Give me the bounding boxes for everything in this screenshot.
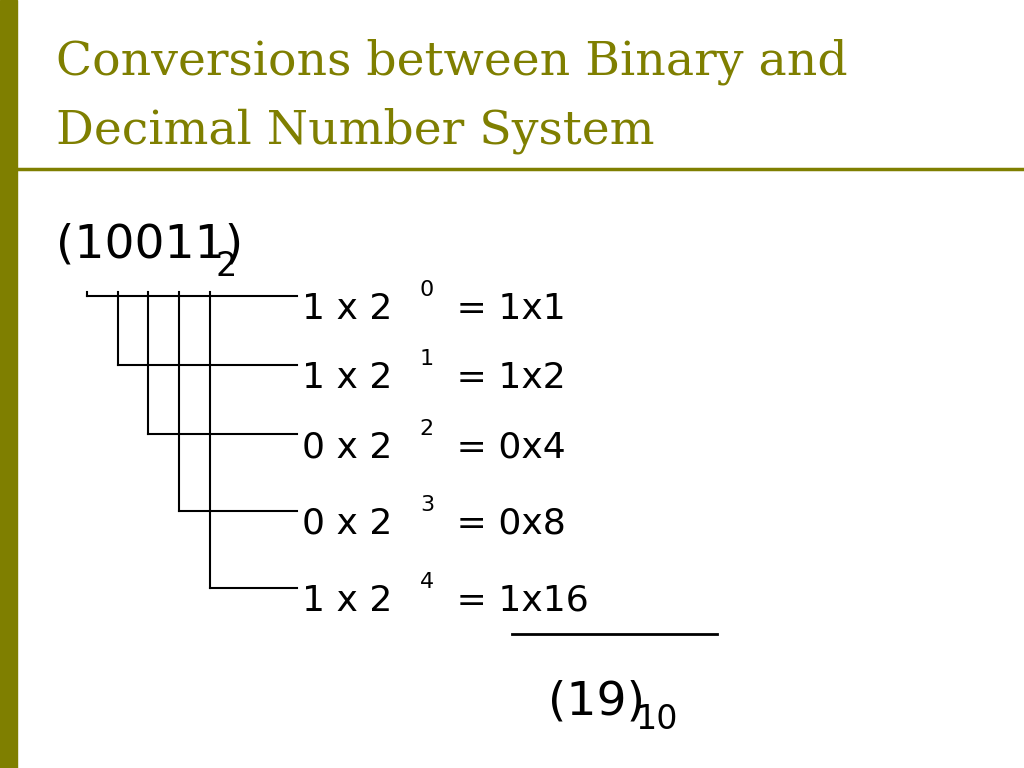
Text: = 1x1: = 1x1 (445, 292, 566, 326)
Text: 1: 1 (420, 349, 434, 369)
Text: 10: 10 (635, 703, 678, 736)
Bar (0, 0, 17, 768)
Text: 1 x 2: 1 x 2 (302, 584, 392, 617)
Text: 4: 4 (420, 572, 434, 592)
Text: (19): (19) (548, 680, 645, 725)
Text: 2: 2 (215, 250, 237, 283)
Text: 1 x 2: 1 x 2 (302, 292, 392, 326)
Text: = 0x4: = 0x4 (445, 430, 566, 464)
Text: 0 x 2: 0 x 2 (302, 430, 392, 464)
Text: 0 x 2: 0 x 2 (302, 507, 392, 541)
Text: = 1x2: = 1x2 (445, 361, 566, 395)
Text: 1 x 2: 1 x 2 (302, 361, 392, 395)
Text: = 1x16: = 1x16 (445, 584, 589, 617)
Text: (10011): (10011) (56, 223, 244, 268)
Text: 3: 3 (420, 495, 434, 515)
Text: Decimal Number System: Decimal Number System (56, 108, 654, 154)
Text: Conversions between Binary and: Conversions between Binary and (56, 38, 848, 85)
Text: 0: 0 (420, 280, 434, 300)
Text: = 0x8: = 0x8 (445, 507, 566, 541)
Text: 2: 2 (420, 419, 434, 439)
